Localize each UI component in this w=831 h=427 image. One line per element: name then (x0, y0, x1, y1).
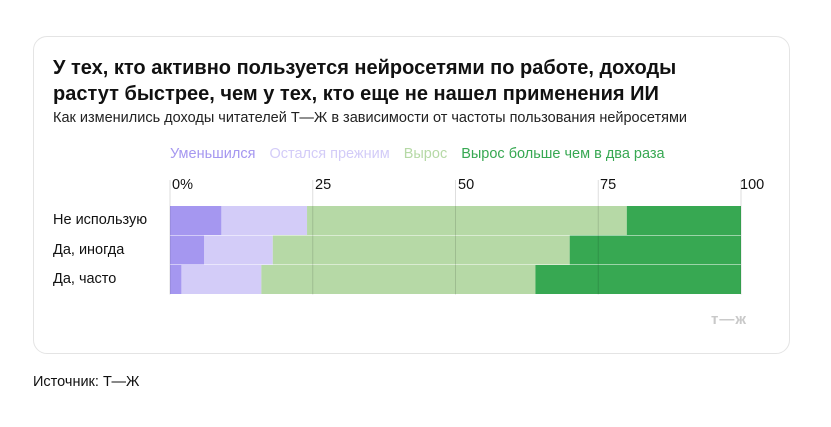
bar-segment-0-row-0 (170, 206, 222, 235)
brand-logo: т—ж (711, 311, 747, 328)
bar-segment-3-row-1 (569, 235, 741, 265)
bar-segment-2-row-2 (261, 265, 536, 294)
chart-card (33, 36, 790, 354)
legend-item-doubled: Вырос больше чем в два раза (461, 146, 665, 162)
chart-subtitle: Как изменились доходы читателей Т—Ж в за… (53, 110, 688, 126)
category-label-sometimes: Да, иногда (53, 242, 125, 258)
source-note: Источник: Т—Ж (33, 374, 140, 390)
bar-segment-2-row-0 (307, 206, 627, 235)
legend: Уменьшился Остался прежним Вырос Вырос б… (170, 146, 665, 162)
x-tick-25: 25 (315, 177, 332, 193)
bar-segment-0-row-1 (170, 235, 205, 265)
bar-segment-3-row-0 (626, 206, 741, 235)
bar-segment-0-row-2 (170, 265, 182, 294)
legend-item-unchanged: Остался прежним (269, 146, 390, 162)
category-label-often: Да, часто (53, 271, 117, 287)
bar-segment-2-row-1 (272, 235, 570, 265)
x-tick-100: 100 (740, 177, 765, 193)
category-label-not-using: Не использую (53, 212, 148, 228)
x-tick-0: 0% (172, 177, 193, 193)
bar-segment-1-row-1 (204, 235, 273, 265)
chart-title: У тех, кто активно пользуется нейросетям… (53, 57, 677, 105)
bar-segment-3-row-2 (535, 265, 741, 294)
bar-segment-1-row-0 (221, 206, 308, 235)
legend-item-decreased: Уменьшился (170, 146, 256, 162)
x-tick-75: 75 (600, 177, 617, 193)
x-tick-50: 50 (458, 177, 475, 193)
bar-segment-1-row-2 (181, 265, 262, 294)
legend-item-increased: Вырос (403, 146, 448, 162)
